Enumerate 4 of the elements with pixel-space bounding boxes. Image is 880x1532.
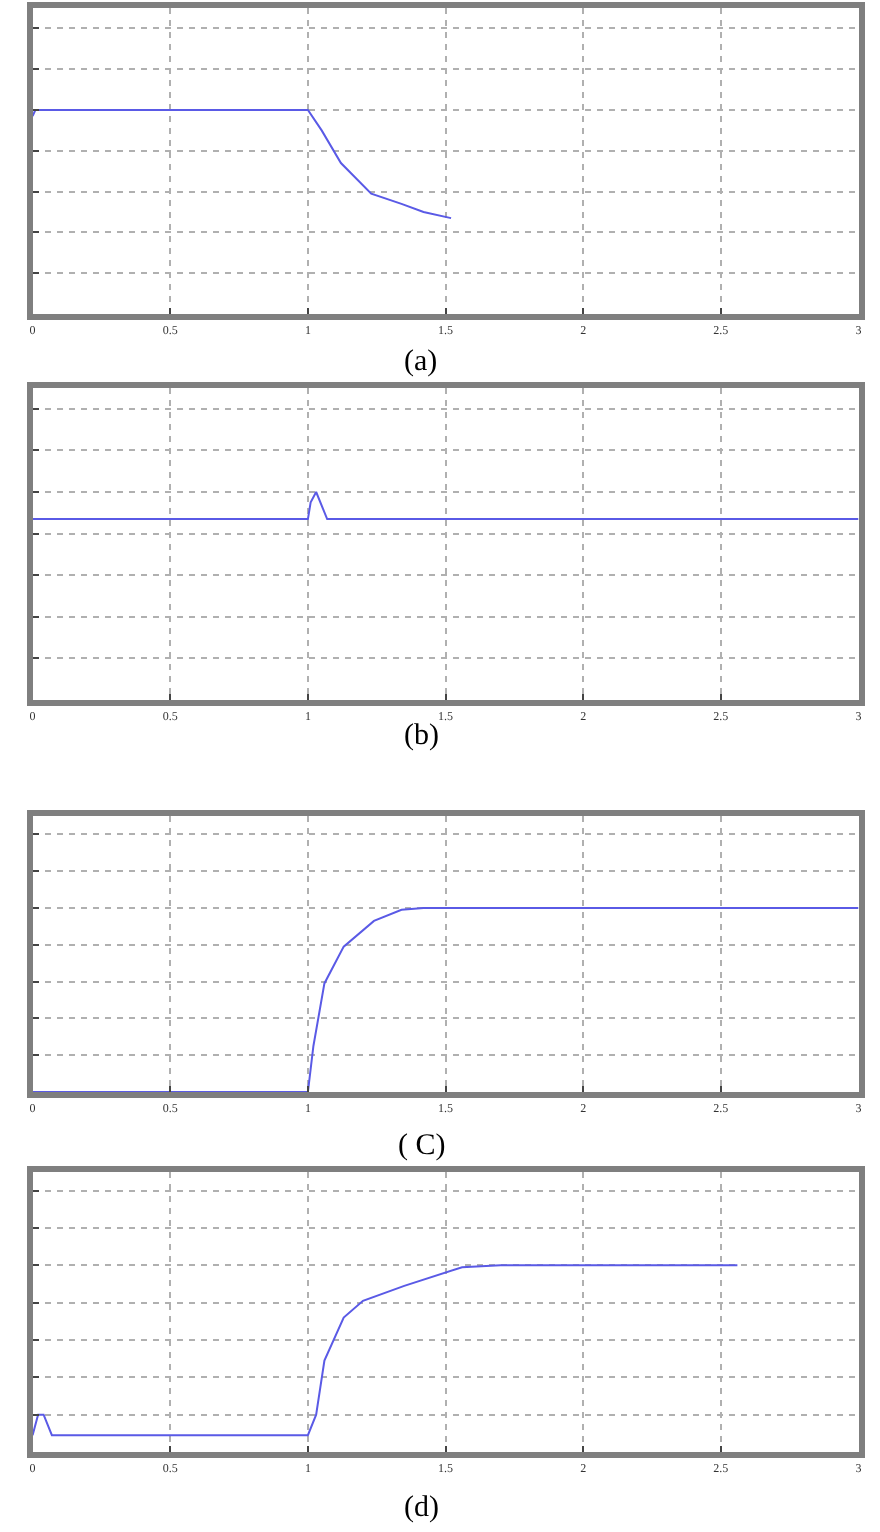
text: (a) — [404, 346, 438, 378]
text: (b) — [404, 720, 439, 752]
text: (d) — [404, 1492, 439, 1524]
text: ( C) — [398, 1130, 446, 1162]
